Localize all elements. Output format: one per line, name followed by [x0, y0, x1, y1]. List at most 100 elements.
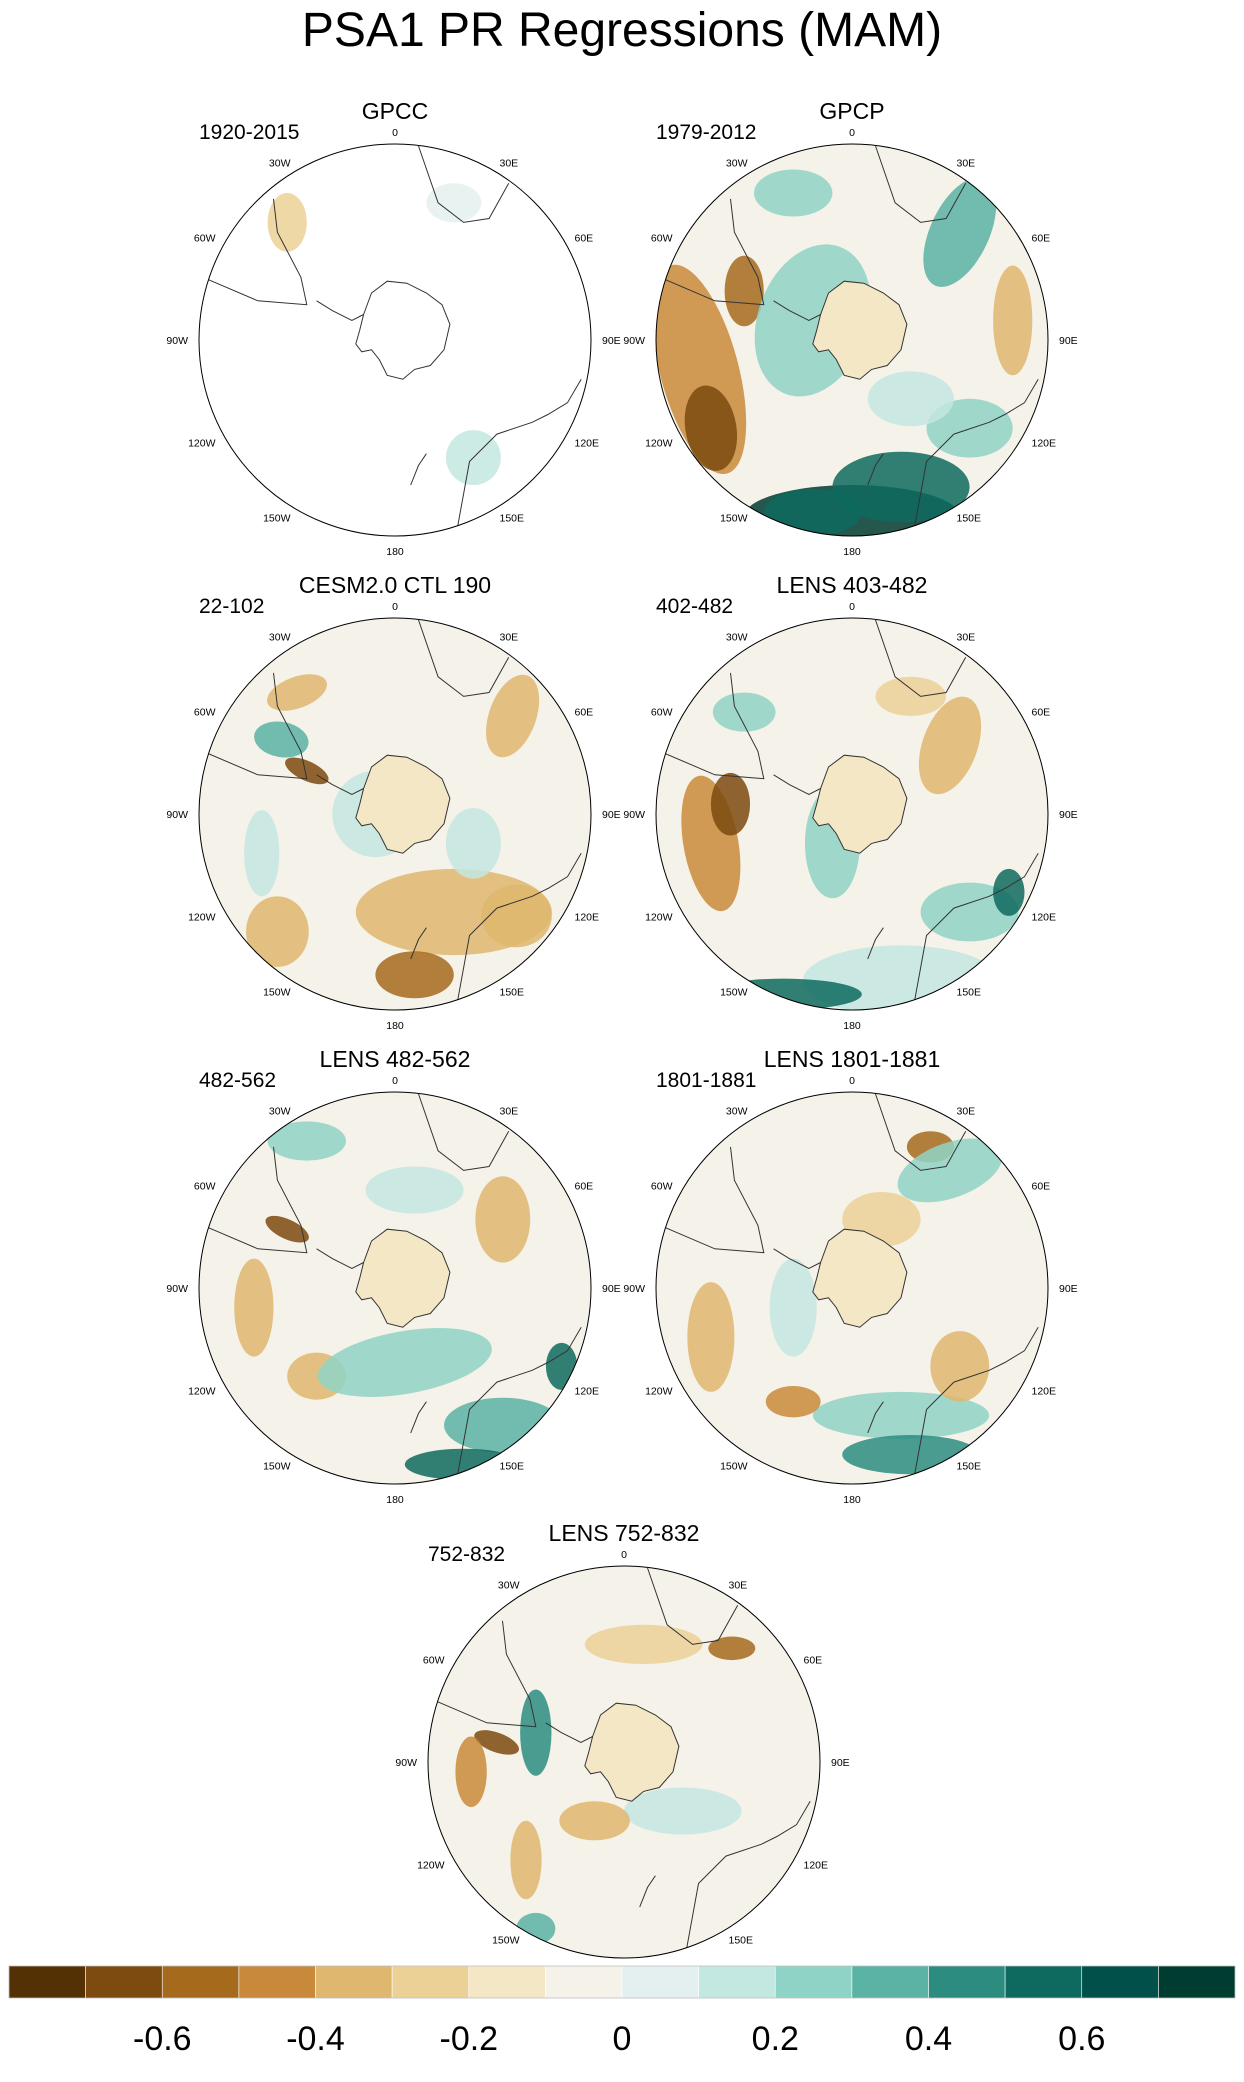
map-border: [655, 617, 1049, 1011]
longitude-label: 180: [843, 546, 861, 558]
panel-title: LENS 403-482: [777, 572, 928, 598]
anomaly-patch: [365, 1166, 464, 1214]
anomaly-patch: [474, 1730, 519, 1755]
longitude-label: 60E: [575, 707, 594, 719]
panel-title: LENS 482-562: [320, 1046, 471, 1072]
anomaly-patch: [993, 868, 1025, 916]
longitude-label: 60E: [575, 1181, 594, 1193]
anomaly-patch: [724, 255, 764, 327]
map-border: [427, 1565, 821, 1959]
africa-coastline: [875, 145, 967, 223]
peninsula-coastline: [545, 1722, 593, 1743]
anomaly-patch: [516, 1912, 556, 1945]
map-panel: GPCC 1920-2015 0 30E 60E 90E 120E 150E 180 150W 12…: [166, 98, 620, 558]
longitude-label: 120E: [1032, 1386, 1057, 1398]
longitude-label: 90E: [831, 1757, 850, 1769]
peninsula-coastline: [773, 1248, 821, 1269]
longitude-label: 60E: [575, 233, 594, 245]
longitude-label: 120W: [645, 438, 673, 450]
colorbar-segment: [928, 1965, 1006, 1999]
peninsula-coastline: [316, 1248, 364, 1269]
map-panel: LENS 752-832752-832030E60E90E120E150E180…: [395, 1520, 849, 1980]
panel-years: 752-832: [428, 1543, 505, 1566]
precip-field: [202, 619, 582, 1001]
south-america-coastline: [202, 198, 308, 306]
colorbar-segment: [698, 1965, 776, 1999]
map-border: [655, 143, 1049, 537]
anomaly-patch: [754, 169, 833, 217]
colorbar: -0.6 -0.4 -0.2 0 0.2 0.4 0.6: [8, 1965, 1236, 2058]
anomaly-patch: [486, 674, 540, 758]
peninsula-coastline: [316, 300, 364, 321]
colorbar-segment: [8, 1965, 86, 1999]
anomaly-patch: [475, 1176, 531, 1263]
longitude-label: 180: [386, 1020, 404, 1032]
longitude-label: 90E: [602, 809, 621, 821]
longitude-label: 150E: [957, 1461, 982, 1473]
australia-coastline: [457, 1326, 582, 1475]
panel-title: GPCC: [362, 98, 428, 124]
anomaly-patch: [769, 1258, 817, 1357]
colorbar-tick-label: 0: [613, 2020, 632, 2058]
longitude-label: 30E: [500, 632, 519, 644]
longitude-label: 60E: [1032, 1181, 1051, 1193]
panel-title: LENS 1801-1881: [764, 1046, 940, 1072]
panel-years: 402-482: [656, 595, 733, 618]
longitude-label: 60W: [651, 707, 673, 719]
australia-coastline: [457, 378, 582, 527]
longitude-label: 120W: [645, 1386, 673, 1398]
anomaly-patch: [712, 692, 776, 732]
colorbar-segment: [1081, 1965, 1159, 1999]
anomaly-patch: [923, 177, 997, 287]
anomaly-patch: [993, 265, 1033, 376]
longitude-label: 30E: [957, 158, 976, 170]
map-panel: GPCP 1979-2012 0 30E 60E 90E 120E 150E 180 150W 12…: [623, 98, 1077, 558]
anomaly-patch: [246, 896, 309, 967]
longitude-label: 30W: [269, 1106, 291, 1118]
anomaly-patch: [930, 1331, 990, 1402]
precip-field: [431, 1567, 811, 1949]
africa-coastline: [875, 1093, 967, 1171]
longitude-label: 150W: [720, 513, 748, 525]
colorbar-segment: [545, 1965, 623, 1999]
panel-years: 1801-1881: [656, 1069, 756, 1092]
anomaly-patch: [520, 1689, 552, 1776]
longitude-label: 150W: [720, 1461, 748, 1473]
new-zealand-coastline: [410, 1401, 427, 1434]
longitude-label: 60W: [651, 233, 673, 245]
anomaly-patch: [426, 183, 482, 223]
longitude-label: 30E: [957, 632, 976, 644]
longitude-label: 150W: [720, 987, 748, 999]
longitude-label: 30W: [269, 632, 291, 644]
longitude-label: 120W: [417, 1860, 445, 1872]
anomaly-patch: [545, 1342, 578, 1390]
south-america-coastline: [659, 198, 765, 306]
longitude-label: 150E: [500, 987, 525, 999]
panel-title: LENS 752-832: [549, 1520, 700, 1546]
map-border: [198, 143, 592, 537]
longitude-label: 60W: [194, 1181, 216, 1193]
longitude-label: 60W: [194, 233, 216, 245]
map-border: [198, 617, 592, 1011]
longitude-label: 90W: [166, 809, 188, 821]
panel-title: GPCP: [819, 98, 884, 124]
south-america-coastline: [202, 672, 308, 780]
anomaly-patch: [285, 757, 329, 785]
map-panel: LENS 482-562 482-562 0 30E 60E 90E 120E 150E 180…: [166, 1046, 620, 1506]
longitude-label: 0: [849, 127, 855, 139]
colorbar-tick-label: -0.4: [286, 2020, 345, 2058]
longitude-label: 120E: [575, 438, 600, 450]
precip-field: [659, 1093, 1039, 1475]
anomaly-patch: [444, 1397, 562, 1453]
longitude-label: 120E: [804, 1860, 829, 1872]
panel-years: 1979-2012: [656, 121, 756, 144]
longitude-label: 60W: [194, 707, 216, 719]
australia-coastline: [914, 378, 1039, 527]
peninsula-coastline: [773, 300, 821, 321]
map-panel: CESM2.0 CTL 190 22-102 0 30E 60E 90E 120E 150E 1…: [166, 572, 620, 1032]
longitude-label: 0: [621, 1549, 627, 1561]
south-america-coastline: [659, 1146, 765, 1254]
longitude-label: 180: [843, 1494, 861, 1506]
anomaly-patch: [897, 1138, 1003, 1203]
colorbar-segment: [238, 1965, 316, 1999]
